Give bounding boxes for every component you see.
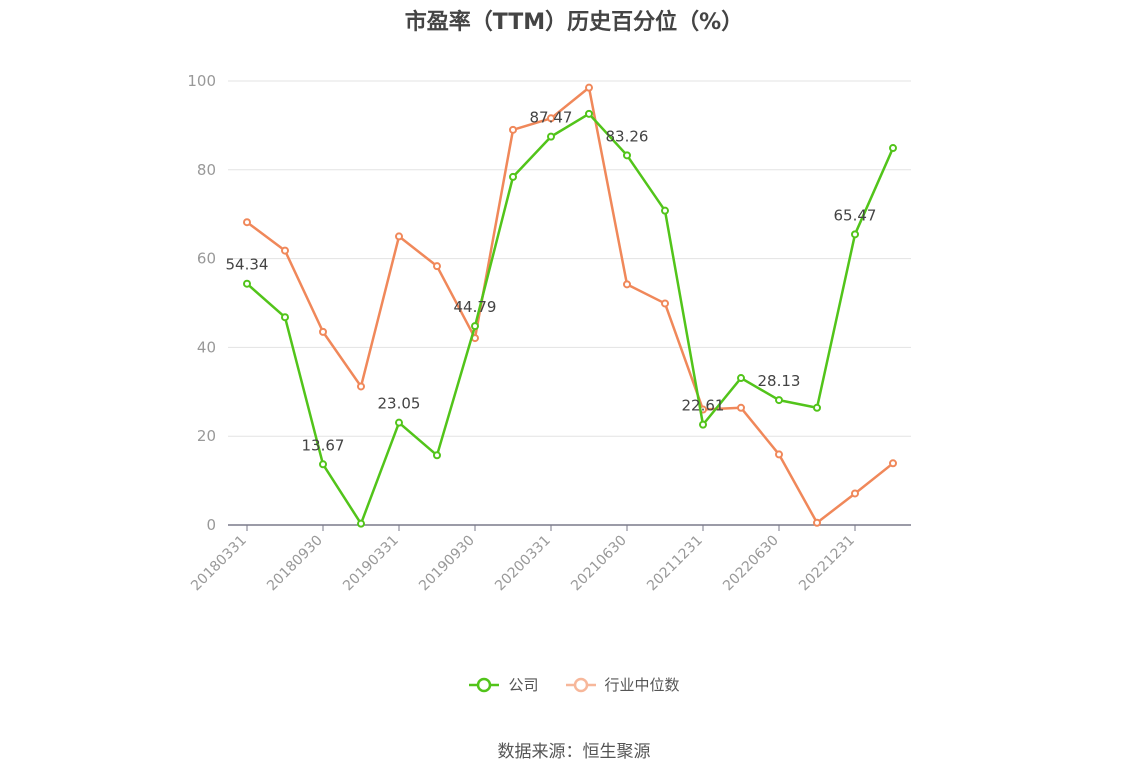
x-tick-label: 20180331 <box>188 533 250 595</box>
data-label: 23.05 <box>378 395 421 413</box>
legend: 公司 行业中位数 <box>0 674 1148 695</box>
y-tick-label: 0 <box>206 516 216 534</box>
y-tick-label: 100 <box>187 72 216 90</box>
data-point[interactable] <box>357 382 365 391</box>
data-point[interactable] <box>281 246 289 255</box>
data-point[interactable] <box>281 313 289 322</box>
chart-plot: 0 20 40 60 80 100 20180331 20180930 20190331 2019… <box>187 72 911 594</box>
data-label: 22.61 <box>682 397 725 415</box>
data-point[interactable] <box>395 232 403 241</box>
chart-title: 市盈率（TTM）历史百分位（%） <box>404 10 744 35</box>
legend-item[interactable]: 公司 <box>468 674 539 695</box>
data-point[interactable] <box>889 144 897 153</box>
y-tick-label: 40 <box>197 338 216 356</box>
data-point[interactable] <box>243 218 251 227</box>
data-label-layer: 54.34 13.67 23.05 44.79 87.47 83.26 22.61 28.13… <box>226 109 877 455</box>
legend-swatch-icon <box>565 677 596 692</box>
data-point[interactable] <box>737 403 745 412</box>
data-point[interactable] <box>661 206 669 215</box>
data-point[interactable] <box>699 420 707 429</box>
data-point[interactable] <box>319 327 327 336</box>
data-point[interactable] <box>851 489 859 498</box>
data-point[interactable] <box>433 262 441 271</box>
y-tick-label: 20 <box>197 427 216 445</box>
legend-swatch-icon <box>469 677 500 692</box>
y-tick-label: 80 <box>197 161 216 179</box>
data-point[interactable] <box>737 374 745 383</box>
data-label: 44.79 <box>454 298 497 316</box>
data-point[interactable] <box>509 172 517 181</box>
data-label: 13.67 <box>302 436 345 454</box>
data-point[interactable] <box>319 460 327 469</box>
data-point[interactable] <box>813 403 821 412</box>
x-tick-label: 20221231 <box>796 533 858 595</box>
data-point[interactable] <box>661 299 669 308</box>
data-point[interactable] <box>851 230 859 239</box>
x-tick-label: 20211231 <box>644 533 706 595</box>
data-label: 54.34 <box>226 256 269 274</box>
data-point[interactable] <box>357 519 365 528</box>
x-tick-label: 20190930 <box>416 533 478 595</box>
data-point[interactable] <box>471 322 479 331</box>
data-point[interactable] <box>585 83 593 92</box>
data-label: 65.47 <box>834 206 877 224</box>
data-point[interactable] <box>395 418 403 427</box>
series-line-行业中位数 <box>246 86 894 525</box>
x-tick-label: 20180930 <box>264 533 326 595</box>
legend-label: 行业中位数 <box>604 676 680 694</box>
data-point[interactable] <box>509 125 517 134</box>
data-point[interactable] <box>775 396 783 405</box>
series-line-公司 <box>246 112 895 525</box>
legend-label: 公司 <box>508 676 539 694</box>
data-point[interactable] <box>585 109 593 118</box>
data-point[interactable] <box>547 114 555 123</box>
data-label: 87.47 <box>530 109 573 127</box>
data-point[interactable] <box>243 279 251 288</box>
data-point[interactable] <box>889 459 897 468</box>
data-point[interactable] <box>433 451 441 460</box>
grid-layer <box>228 80 911 437</box>
data-point[interactable] <box>775 450 783 459</box>
axis-layer: 0 20 40 60 80 100 20180331 20180930 20190331 2019… <box>187 72 911 594</box>
data-point[interactable] <box>623 151 631 160</box>
data-point[interactable] <box>623 280 631 289</box>
x-tick-label: 20210630 <box>568 533 630 595</box>
data-point[interactable] <box>813 518 821 527</box>
data-label: 28.13 <box>758 372 801 390</box>
source-note: 数据来源：恒生聚源 <box>497 742 651 762</box>
y-tick-label: 60 <box>197 250 216 268</box>
x-tick-label: 20190331 <box>340 533 402 595</box>
data-label: 83.26 <box>606 127 649 145</box>
data-point[interactable] <box>547 132 555 141</box>
x-tick-label: 20220630 <box>720 533 782 595</box>
series-layer <box>243 83 897 528</box>
x-tick-label: 20200331 <box>492 533 554 595</box>
legend-item[interactable]: 行业中位数 <box>565 674 680 695</box>
